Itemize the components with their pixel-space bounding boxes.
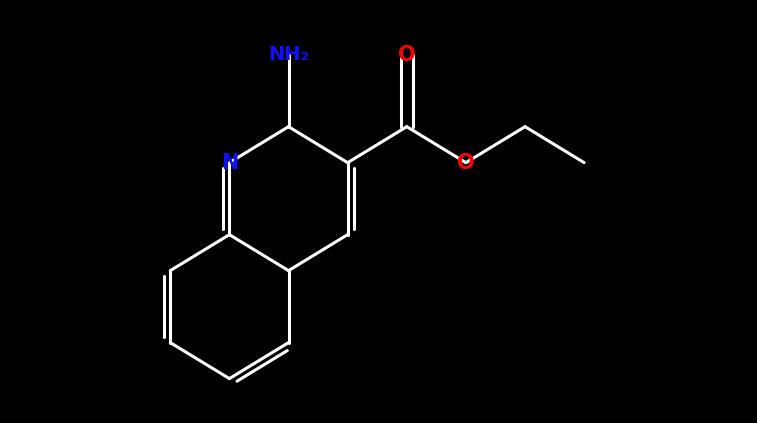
Text: NH₂: NH₂ <box>268 45 309 64</box>
Text: N: N <box>221 153 238 173</box>
Text: O: O <box>457 153 475 173</box>
Text: O: O <box>398 45 416 65</box>
